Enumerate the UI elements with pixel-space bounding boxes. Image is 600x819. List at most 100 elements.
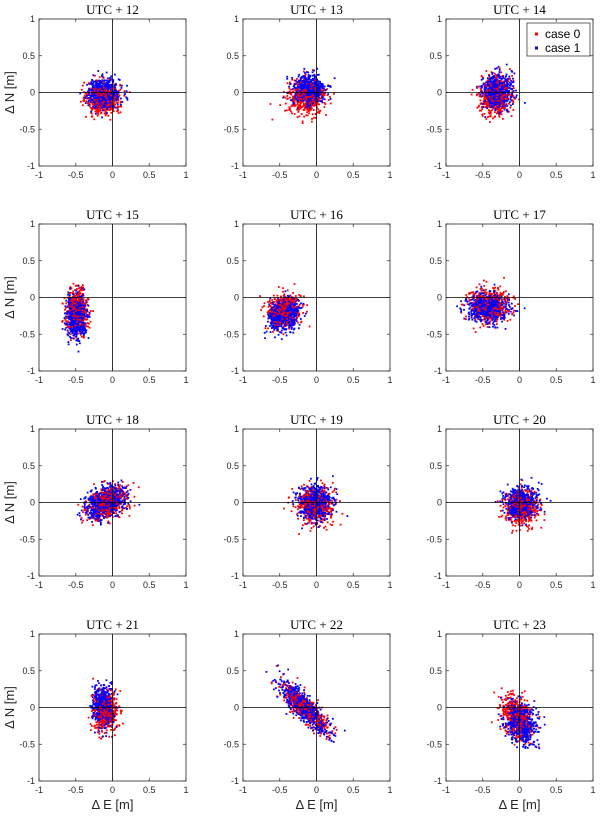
- point-case-1: [120, 84, 123, 87]
- point-case-0: [501, 90, 503, 93]
- point-case-0: [286, 97, 289, 100]
- point-case-0: [101, 93, 104, 96]
- point-case-0: [268, 311, 270, 314]
- point-case-0: [486, 100, 489, 103]
- point-case-1: [81, 298, 83, 300]
- point-case-0: [96, 93, 99, 95]
- point-case-0: [102, 92, 105, 95]
- point-case-0: [273, 313, 276, 316]
- point-case-1: [70, 301, 73, 304]
- point-case-1: [75, 310, 78, 313]
- point-case-1: [96, 94, 99, 96]
- point-case-1: [99, 102, 102, 105]
- point-case-1: [117, 95, 120, 98]
- point-case-1: [100, 82, 103, 85]
- point-case-1: [487, 83, 490, 86]
- point-case-0: [480, 90, 482, 93]
- point-case-1: [291, 99, 294, 102]
- point-case-0: [72, 290, 75, 293]
- point-case-0: [105, 90, 108, 93]
- point-case-1: [301, 77, 303, 79]
- point-case-1: [77, 303, 79, 306]
- point-case-1: [491, 76, 494, 79]
- point-case-0: [123, 90, 126, 93]
- point-case-0: [108, 100, 110, 103]
- point-case-1: [321, 95, 324, 98]
- point-case-0: [496, 97, 498, 99]
- point-case-1: [79, 328, 81, 331]
- point-case-1: [109, 77, 112, 80]
- point-case-1: [114, 86, 117, 89]
- point-case-0: [105, 106, 108, 109]
- point-case-1: [82, 326, 84, 329]
- point-case-0: [277, 286, 280, 288]
- point-case-0: [109, 118, 112, 121]
- point-case-0: [282, 294, 285, 297]
- point-case-0: [108, 103, 111, 106]
- point-case-1: [81, 307, 84, 310]
- point-case-1: [486, 107, 489, 109]
- point-case-1: [100, 107, 103, 110]
- point-case-1: [312, 86, 315, 88]
- point-case-0: [72, 300, 74, 303]
- point-case-1: [110, 92, 113, 95]
- point-case-1: [116, 92, 119, 94]
- point-case-1: [317, 80, 320, 83]
- point-case-0: [485, 90, 488, 93]
- point-case-0: [119, 105, 122, 108]
- point-case-1: [98, 94, 101, 96]
- point-case-1: [505, 109, 508, 112]
- point-case-0: [117, 97, 120, 100]
- point-case-1: [68, 294, 71, 297]
- point-case-1: [511, 81, 514, 84]
- point-case-1: [286, 75, 289, 78]
- point-case-0: [112, 86, 115, 89]
- point-case-1: [92, 105, 94, 108]
- point-case-0: [102, 79, 105, 82]
- point-case-0: [492, 100, 495, 103]
- point-case-1: [87, 100, 90, 103]
- point-case-1: [506, 96, 509, 98]
- point-case-0: [99, 98, 102, 100]
- point-case-1: [295, 87, 298, 90]
- point-case-0: [318, 103, 321, 106]
- point-case-0: [116, 93, 119, 96]
- point-case-0: [269, 304, 272, 307]
- point-case-0: [82, 302, 85, 305]
- point-case-0: [84, 299, 87, 302]
- x-tick-label: -0.5: [475, 170, 491, 180]
- point-case-1: [498, 80, 501, 82]
- point-case-1: [319, 82, 322, 85]
- point-case-0: [277, 305, 279, 308]
- point-case-0: [296, 103, 299, 105]
- point-case-1: [78, 305, 80, 308]
- point-case-0: [77, 318, 80, 321]
- point-case-1: [310, 80, 313, 82]
- point-case-0: [512, 109, 515, 111]
- point-case-1: [297, 90, 300, 92]
- point-case-0: [83, 311, 86, 314]
- point-case-1: [64, 312, 66, 315]
- point-case-1: [311, 74, 314, 77]
- point-case-0: [72, 311, 75, 314]
- point-case-0: [296, 116, 299, 119]
- point-case-1: [515, 89, 517, 92]
- point-case-1: [479, 93, 482, 96]
- point-case-1: [484, 84, 487, 86]
- point-case-0: [485, 117, 488, 120]
- point-case-0: [291, 78, 294, 81]
- point-case-0: [303, 104, 305, 107]
- point-case-0: [91, 101, 93, 103]
- point-case-1: [82, 334, 85, 337]
- point-case-1: [503, 77, 506, 80]
- y-tick-label: 0.5: [22, 51, 35, 61]
- point-case-0: [102, 76, 105, 79]
- point-case-0: [502, 94, 505, 96]
- point-case-1: [67, 343, 70, 346]
- x-tick-label: 0: [110, 170, 115, 180]
- point-case-0: [488, 89, 491, 92]
- point-case-0: [499, 84, 502, 87]
- point-case-1: [299, 82, 302, 85]
- legend-marker: [535, 32, 538, 36]
- point-case-0: [83, 81, 86, 84]
